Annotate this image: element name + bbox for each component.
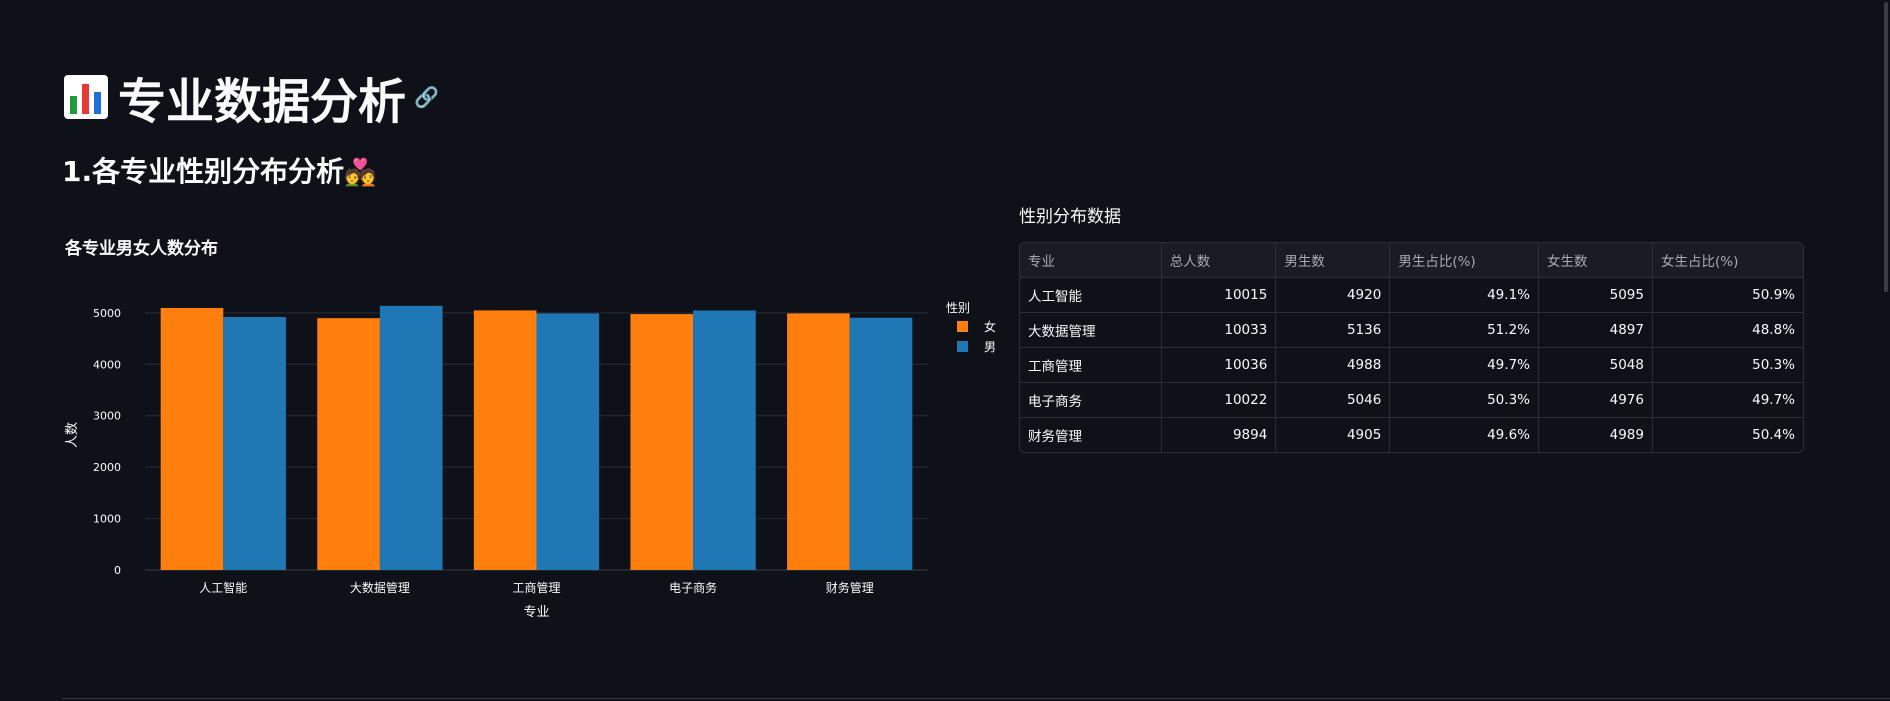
y-tick-label: 5000 — [93, 307, 121, 320]
table-row[interactable]: 电子商务 10022 5046 50.3% 4976 49.7% — [1020, 382, 1803, 418]
couple-heart-emoji-icon: 💑 — [344, 158, 377, 188]
legend-entry-male[interactable]: 男 — [984, 340, 996, 354]
chart-title: 各专业男女人数分布 — [65, 239, 218, 259]
table-cell: 4905 — [1275, 417, 1391, 452]
x-tick-label: 电子商务 — [669, 580, 717, 595]
column-header[interactable]: 女生数 — [1538, 243, 1653, 278]
x-tick-label: 工商管理 — [512, 580, 560, 595]
bar-chart-emoji-icon — [64, 75, 108, 119]
y-axis-label: 人数 — [65, 422, 80, 448]
table-cell: 4989 — [1538, 417, 1653, 452]
table-cell: 4920 — [1275, 277, 1391, 313]
bar-male[interactable] — [223, 316, 286, 570]
link-icon[interactable]: 🔗 — [414, 85, 439, 109]
table-cell: 49.1% — [1389, 277, 1539, 313]
table-cell: 人工智能 — [1020, 277, 1162, 313]
divider — [62, 698, 1890, 699]
table-cell: 4988 — [1275, 347, 1391, 383]
table-cell: 49.7% — [1652, 382, 1803, 418]
table-cell: 电子商务 — [1020, 382, 1162, 418]
table-cell: 10036 — [1161, 347, 1277, 383]
section-title-text: 1.各专业性别分布分析 — [62, 155, 345, 188]
bar-male[interactable] — [693, 310, 756, 570]
legend-swatch-male[interactable] — [957, 341, 968, 352]
bar-female[interactable] — [630, 314, 694, 570]
table-cell: 4897 — [1538, 312, 1653, 348]
bar-male[interactable] — [849, 317, 913, 570]
table-cell: 5046 — [1275, 382, 1391, 418]
table-cell: 10033 — [1161, 312, 1277, 348]
table-row[interactable]: 财务管理 9894 4905 49.6% 4989 50.4% — [1020, 417, 1803, 452]
column-header[interactable]: 男生数 — [1275, 243, 1391, 278]
page-title-text: 专业数据分析 — [118, 74, 407, 130]
table-cell: 大数据管理 — [1020, 312, 1162, 348]
table-cell: 49.6% — [1389, 417, 1539, 452]
table-cell: 49.7% — [1389, 347, 1539, 383]
table-cell: 48.8% — [1652, 312, 1803, 348]
table-cell: 9894 — [1161, 417, 1277, 452]
scrollbar[interactable] — [1884, 2, 1888, 292]
table-cell: 51.2% — [1389, 312, 1539, 348]
table-cell: 50.9% — [1652, 277, 1803, 313]
section-title: 1.各专业性别分布分析💑 — [62, 150, 377, 190]
column-header[interactable]: 总人数 — [1161, 243, 1277, 278]
table-cell: 10015 — [1161, 277, 1277, 313]
y-tick-label: 0 — [114, 564, 121, 577]
table-cell: 10022 — [1161, 382, 1277, 418]
table-header-row: 专业 总人数 男生数 男生占比(%) 女生数 女生占比(%) — [1020, 243, 1803, 278]
bar-female[interactable] — [317, 318, 380, 570]
page-title: 专业数据分析 🔗 — [64, 62, 439, 132]
table-cell: 工商管理 — [1020, 347, 1162, 383]
column-header[interactable]: 女生占比(%) — [1652, 243, 1803, 278]
x-tick-label: 财务管理 — [826, 580, 874, 595]
table-caption: 性别分布数据 — [1019, 207, 1121, 227]
table-row[interactable]: 人工智能 10015 4920 49.1% 5095 50.9% — [1020, 277, 1803, 313]
bar-female[interactable] — [473, 310, 537, 570]
table-cell: 5048 — [1538, 347, 1653, 383]
x-tick-label: 人工智能 — [199, 580, 247, 595]
y-tick-label: 4000 — [93, 358, 121, 371]
table-cell: 5136 — [1275, 312, 1391, 348]
bar-female[interactable] — [787, 313, 850, 570]
table-row[interactable]: 大数据管理 10033 5136 51.2% 4897 48.8% — [1020, 312, 1803, 348]
legend-title: 性别 — [946, 301, 970, 315]
bar-male[interactable] — [536, 313, 600, 570]
table-row[interactable]: 工商管理 10036 4988 49.7% 5048 50.3% — [1020, 347, 1803, 383]
column-header[interactable]: 男生占比(%) — [1389, 243, 1539, 278]
bar-female[interactable] — [160, 307, 224, 570]
bar-chart[interactable]: 0 1000 2000 3000 4000 5000 人工智能 大数据管理 工商管理 电子商务 财务… — [0, 0, 1000, 640]
legend-swatch-female[interactable] — [957, 321, 968, 332]
legend-entry-female[interactable]: 女 — [984, 319, 996, 334]
bar-male[interactable] — [379, 305, 443, 570]
table-cell: 50.3% — [1389, 382, 1539, 418]
table-cell: 财务管理 — [1020, 417, 1162, 452]
x-tick-label: 大数据管理 — [350, 580, 410, 595]
table-cell: 50.3% — [1652, 347, 1803, 383]
table-body: 人工智能 10015 4920 49.1% 5095 50.9% 大数据管理 10033 513… — [1020, 277, 1803, 452]
table-cell: 4976 — [1538, 382, 1653, 418]
y-tick-label: 3000 — [93, 410, 121, 423]
table-cell: 50.4% — [1752, 427, 1795, 443]
table-cell: 5095 — [1538, 277, 1653, 313]
x-axis-label: 专业 — [523, 605, 549, 620]
gender-data-table[interactable]: 专业 总人数 男生数 男生占比(%) 女生数 女生占比(%) 人工智能 10015 4920 4… — [1019, 242, 1804, 453]
y-tick-label: 1000 — [93, 513, 121, 526]
y-tick-label: 2000 — [93, 461, 121, 474]
column-header[interactable]: 专业 — [1020, 243, 1162, 278]
